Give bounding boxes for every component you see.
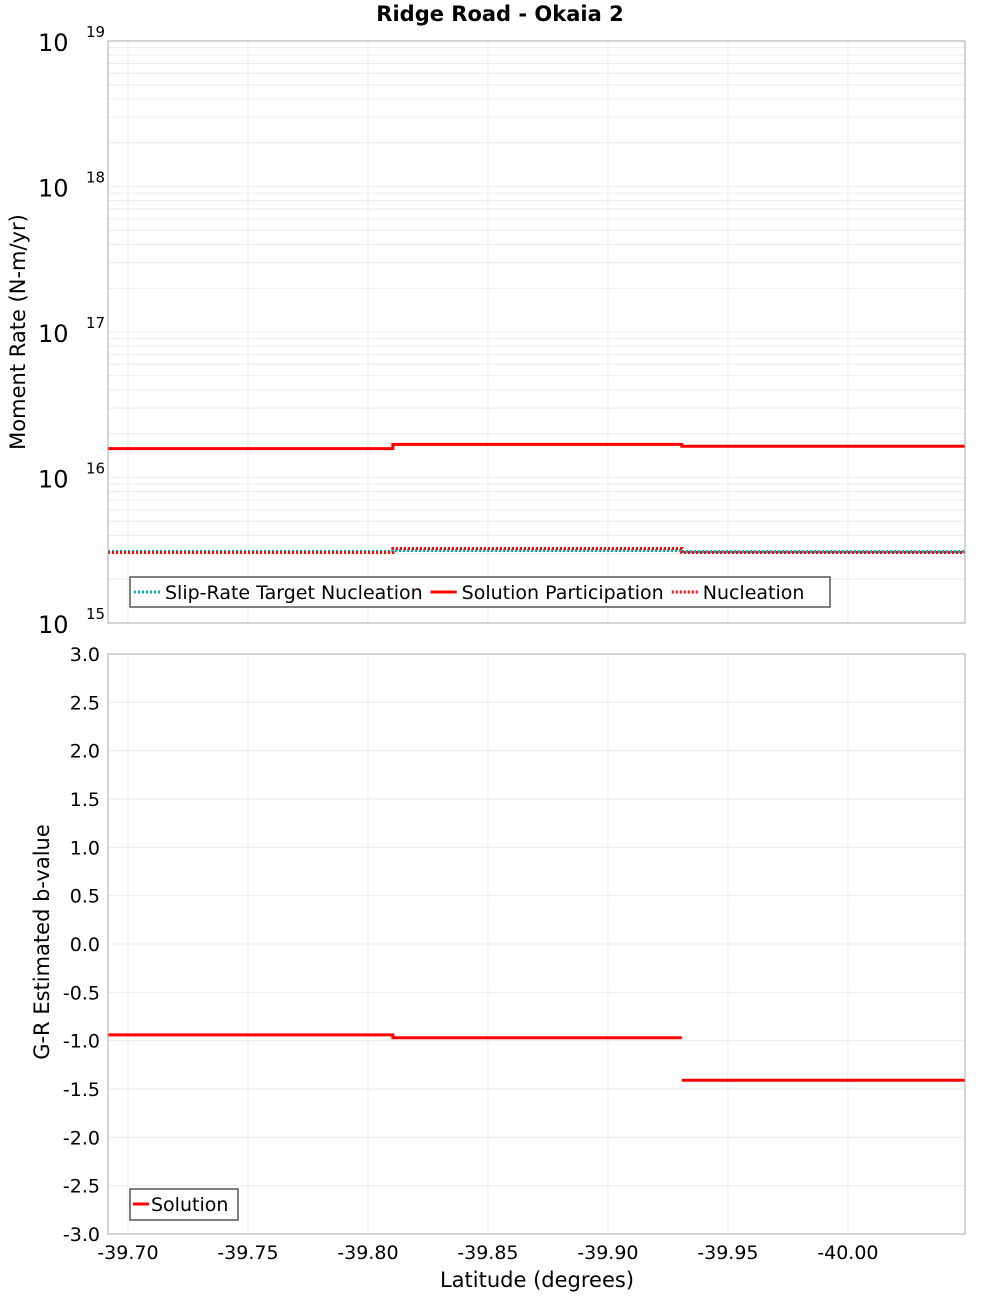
y-tick-label: 3.0 bbox=[70, 644, 100, 666]
svg-text:16: 16 bbox=[86, 460, 105, 478]
x-tick-label: -40.00 bbox=[817, 1242, 878, 1264]
legend-item-label: Solution Participation bbox=[462, 582, 664, 604]
x-tick-label: -39.75 bbox=[217, 1242, 278, 1264]
y-tick-label: -2.0 bbox=[63, 1127, 100, 1149]
b-value-y-axis-label: G-R Estimated b-value bbox=[30, 824, 54, 1060]
x-tick-label: -39.95 bbox=[697, 1242, 758, 1264]
svg-text:10: 10 bbox=[38, 611, 69, 639]
svg-text:10: 10 bbox=[38, 320, 69, 348]
svg-text:10: 10 bbox=[38, 175, 69, 203]
svg-text:17: 17 bbox=[86, 314, 105, 332]
x-axis-label: Latitude (degrees) bbox=[439, 1268, 635, 1292]
plot-frame bbox=[107, 653, 966, 1235]
y-tick-label: 1.5 bbox=[70, 789, 100, 811]
legend: Slip-Rate Target Nucleation Solution Part… bbox=[129, 576, 831, 608]
y-tick-label: 10 17 bbox=[38, 314, 105, 348]
y-tick-label: 10 16 bbox=[38, 460, 105, 494]
svg-text:18: 18 bbox=[86, 169, 105, 187]
x-tick-label: -39.80 bbox=[337, 1242, 398, 1264]
svg-text:10: 10 bbox=[38, 29, 69, 57]
y-tick-label: 10 19 bbox=[38, 23, 105, 57]
y-tick-label: -0.5 bbox=[63, 982, 100, 1004]
svg-text:15: 15 bbox=[86, 605, 105, 623]
series-solution bbox=[108, 1033, 965, 1082]
y-tick-label: -2.5 bbox=[63, 1176, 100, 1198]
series-nucleation bbox=[108, 547, 965, 555]
x-tick-label: -39.70 bbox=[97, 1242, 158, 1264]
x-tick-label: -39.90 bbox=[577, 1242, 638, 1264]
legend-item-label: Nucleation bbox=[703, 582, 805, 604]
svg-text:10: 10 bbox=[38, 466, 69, 494]
y-tick-label: 10 18 bbox=[38, 169, 105, 203]
y-tick-label: 0.0 bbox=[70, 934, 100, 956]
plot-frame bbox=[107, 40, 966, 624]
legend-item-label: Slip-Rate Target Nucleation bbox=[165, 582, 423, 604]
y-tick-label: -1.0 bbox=[63, 1031, 100, 1053]
moment-rate-plot: 10 15 10 16 10 17 10 18 10 19 Slip-Rate Target Nuc… bbox=[38, 23, 966, 639]
y-tick-label: -3.0 bbox=[63, 1224, 100, 1246]
svg-text:19: 19 bbox=[86, 23, 105, 41]
series-solution-participation bbox=[108, 442, 965, 451]
y-tick-label: 1.0 bbox=[70, 837, 100, 859]
y-tick-label: 2.5 bbox=[70, 692, 100, 714]
x-tick-label: -39.85 bbox=[457, 1242, 518, 1264]
grid bbox=[108, 653, 965, 1235]
legend-item-label: Solution bbox=[151, 1194, 228, 1216]
y-tick-label: 10 15 bbox=[38, 605, 105, 639]
y-tick-label: 2.0 bbox=[70, 741, 100, 763]
chart-title: Ridge Road - Okaia 2 bbox=[376, 2, 624, 26]
y-tick-label: -1.5 bbox=[63, 1079, 100, 1101]
y-tick-label: 0.5 bbox=[70, 886, 100, 908]
legend: Solution bbox=[129, 1188, 239, 1221]
grid bbox=[108, 41, 965, 624]
